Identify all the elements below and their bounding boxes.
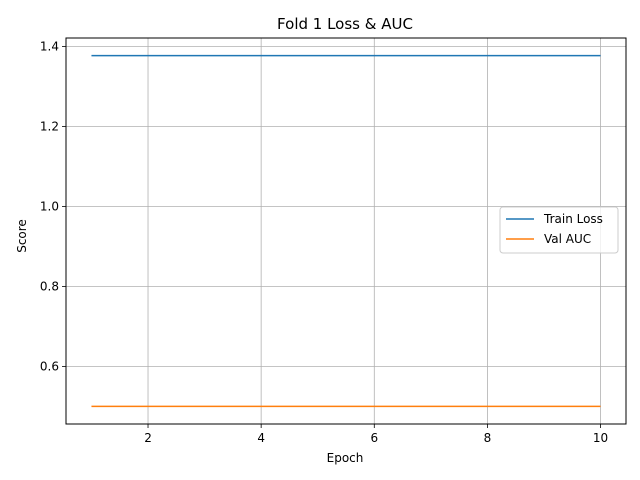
y-tick-label: 0.8 (40, 279, 59, 293)
plot-frame (65, 37, 627, 425)
grid (66, 38, 626, 424)
series-lines (91, 54, 601, 408)
x-axis: 2 4 6 8 10 (144, 424, 608, 445)
chart-title: Fold 1 Loss & AUC (277, 15, 413, 33)
x-tick-label: 6 (370, 431, 378, 445)
legend: Train Loss Val AUC (499, 206, 619, 254)
x-axis-label: Epoch (327, 451, 364, 465)
x-tick-label: 8 (484, 431, 492, 445)
x-tick-label: 2 (144, 431, 152, 445)
x-tick-label: 10 (593, 431, 608, 445)
y-tick-label: 0.6 (40, 359, 59, 373)
legend-label-val-auc: Val AUC (544, 232, 591, 246)
y-axis: 0.6 0.8 1.0 1.2 1.4 (40, 39, 66, 373)
y-tick-label: 1.4 (40, 39, 59, 53)
y-tick-label: 1.2 (40, 119, 59, 133)
y-tick-label: 1.0 (40, 199, 59, 213)
x-tick-label: 4 (257, 431, 265, 445)
y-axis-label: Score (15, 219, 29, 253)
legend-label-train-loss: Train Loss (543, 212, 603, 226)
